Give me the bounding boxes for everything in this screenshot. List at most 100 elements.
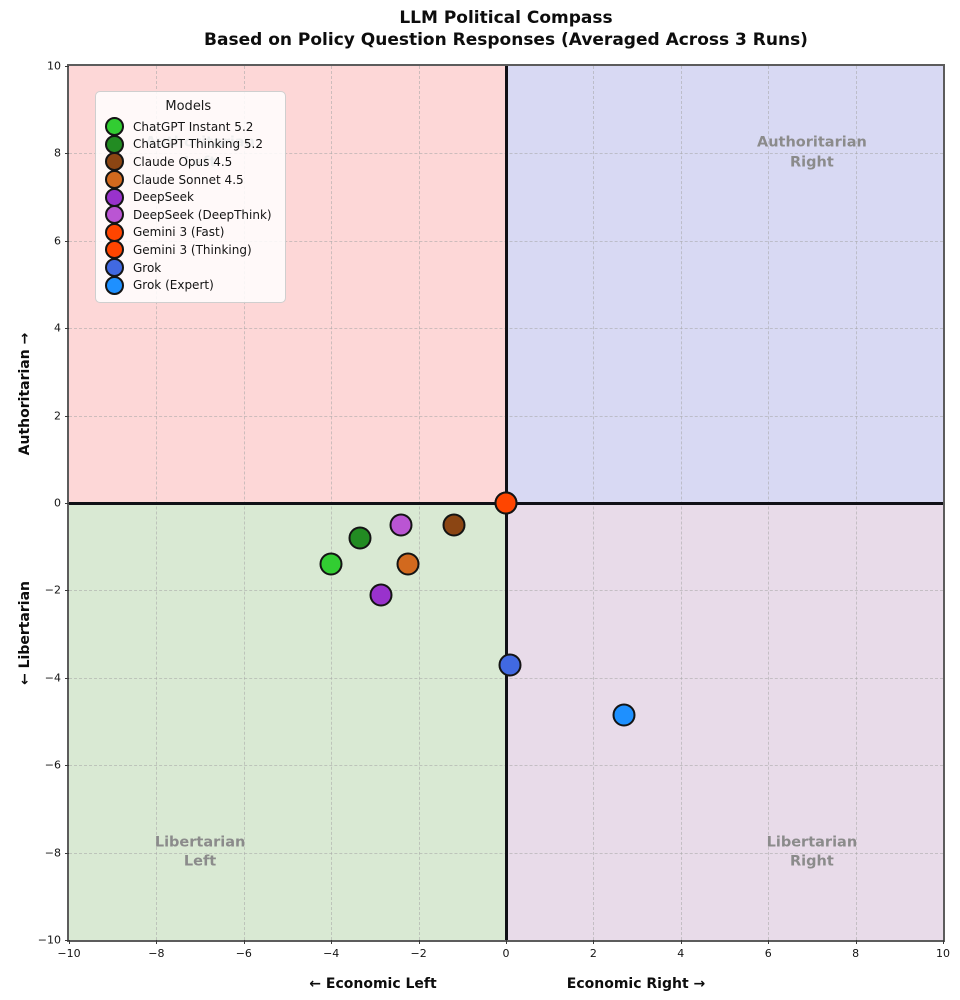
legend-item-gemini-3-fast: Gemini 3 (Fast) [105, 222, 272, 242]
x-tick-label: 6 [764, 947, 772, 960]
legend-swatch-icon [105, 170, 124, 190]
x-tick-mark [69, 940, 70, 944]
data-point-chatgpt-instant-5-2 [319, 552, 343, 576]
x-tick-mark [243, 940, 245, 944]
y-tick-mark [65, 240, 69, 242]
legend-item-chatgpt-instant-5-2: ChatGPT Instant 5.2 [105, 117, 272, 137]
quadrant-label-line1: Libertarian [766, 834, 858, 851]
legend: Models ChatGPT Instant 5.2 ChatGPT Thinki… [95, 91, 286, 303]
x-tick-label: 2 [589, 947, 597, 960]
legend-swatch-icon [105, 240, 124, 260]
data-point-chatgpt-thinking-5-2 [348, 526, 372, 550]
legend-swatch-icon [105, 222, 124, 242]
data-point-gemini-3-thinking [494, 491, 518, 515]
legend-item-label: Gemini 3 (Thinking) [133, 242, 252, 257]
legend-item-label: Grok (Expert) [133, 278, 214, 293]
legend-item-grok-expert: Grok (Expert) [105, 275, 272, 295]
x-tick-label: −8 [148, 947, 165, 960]
quadrant-label-authoritarian-right: Authoritarian Right [757, 134, 867, 173]
x-tick-label: 8 [852, 947, 860, 960]
y-tick-mark [65, 153, 69, 155]
data-point-deepseek [369, 583, 393, 607]
quadrant-label-line1: Authoritarian [756, 134, 867, 151]
x-tick-mark [418, 940, 420, 944]
x-tick-label: −10 [57, 947, 81, 960]
legend-items: ChatGPT Instant 5.2 ChatGPT Thinking 5.2 C… [105, 117, 272, 295]
y-tick-mark [65, 503, 69, 504]
legend-item-gemini-3-thinking: Gemini 3 (Thinking) [105, 240, 272, 260]
x-tick-mark [506, 940, 507, 944]
legend-item-label: DeepSeek [133, 190, 194, 205]
x-tick-label: 0 [502, 947, 510, 960]
y-tick-mark [65, 66, 69, 67]
legend-item-label: Grok [133, 260, 162, 275]
x-tick-mark [768, 940, 770, 944]
quadrant-bg-authoritarian-right [506, 66, 943, 503]
legend-item-chatgpt-thinking-5-2: ChatGPT Thinking 5.2 [105, 134, 272, 154]
chart-title: LLM Political Compass Based on Policy Qu… [67, 7, 945, 52]
legend-swatch-icon [105, 205, 124, 225]
legend-item-claude-opus-4-5: Claude Opus 4.5 [105, 152, 272, 172]
quadrant-label-line1: Libertarian [154, 834, 246, 851]
legend-item-deepseek: DeepSeek [105, 187, 272, 207]
y-tick-mark [65, 415, 69, 417]
x-tick-label: 10 [936, 947, 950, 960]
y-tick-mark [65, 328, 69, 330]
legend-item-claude-sonnet-4-5: Claude Sonnet 4.5 [105, 170, 272, 190]
legend-item-label: ChatGPT Instant 5.2 [133, 119, 254, 134]
x-tick-label: 4 [677, 947, 685, 960]
legend-swatch-icon [105, 152, 124, 172]
y-tick-mark [65, 677, 69, 679]
axis-label-economic-left: ← Economic Left [309, 976, 437, 992]
legend-item-label: Claude Opus 4.5 [133, 154, 233, 169]
y-tick-label: −6 [44, 758, 61, 772]
quadrant-label-line2: Left [183, 853, 217, 870]
x-tick-mark [943, 940, 944, 944]
legend-swatch-icon [105, 187, 124, 207]
x-tick-label: −6 [235, 947, 252, 960]
quadrant-label-line2: Right [789, 154, 834, 171]
y-tick-mark [65, 765, 69, 767]
legend-item-deepseek-deepthink: DeepSeek (DeepThink) [105, 205, 272, 225]
data-point-claude-sonnet-4-5 [396, 552, 420, 576]
y-tick-label: −10 [37, 933, 61, 947]
x-tick-mark [855, 940, 857, 944]
legend-swatch-icon [105, 134, 124, 154]
chart-title-line1: LLM Political Compass [399, 8, 613, 28]
y-tick-label: 10 [47, 59, 61, 73]
x-tick-mark [156, 940, 158, 944]
y-tick-mark [65, 852, 69, 854]
y-tick-label: 6 [54, 234, 61, 248]
y-tick-label: −4 [44, 671, 61, 685]
axis-label-authoritarian: Authoritarian → [17, 332, 33, 456]
data-point-grok [498, 653, 522, 677]
x-tick-mark [331, 940, 333, 944]
legend-swatch-icon [105, 117, 124, 137]
quadrant-bg-libertarian-left [69, 503, 506, 940]
quadrant-bg-libertarian-right [506, 503, 943, 940]
x-tick-mark [593, 940, 595, 944]
legend-item-grok: Grok [105, 258, 272, 278]
chart-title-line2: Based on Policy Question Responses (Aver… [204, 30, 808, 51]
legend-item-label: DeepSeek (DeepThink) [133, 207, 272, 222]
x-tick-label: −2 [410, 947, 427, 960]
legend-item-label: Gemini 3 (Fast) [133, 225, 225, 240]
x-tick-mark [680, 940, 682, 944]
y-tick-mark [65, 940, 69, 941]
legend-item-label: ChatGPT Thinking 5.2 [133, 137, 264, 152]
y-tick-label: −8 [44, 846, 61, 860]
quadrant-label-libertarian-right: Libertarian Right [767, 833, 858, 872]
axis-label-libertarian: ← Libertarian [17, 580, 33, 686]
axis-label-economic-right: Economic Right → [566, 976, 706, 992]
data-point-deepseek-deepthink [389, 513, 413, 537]
data-point-claude-opus-4-5 [442, 513, 466, 537]
plot-area: Models ChatGPT Instant 5.2 ChatGPT Thinki… [38, 60, 950, 961]
y-tick-label: 4 [54, 321, 61, 335]
y-tick-label: 0 [54, 496, 61, 510]
y-tick-label: −2 [44, 583, 61, 597]
quadrant-label-libertarian-left: Libertarian Left [155, 833, 246, 872]
legend-swatch-icon [105, 258, 124, 278]
y-tick-mark [65, 590, 69, 592]
y-tick-label: 8 [54, 146, 61, 160]
